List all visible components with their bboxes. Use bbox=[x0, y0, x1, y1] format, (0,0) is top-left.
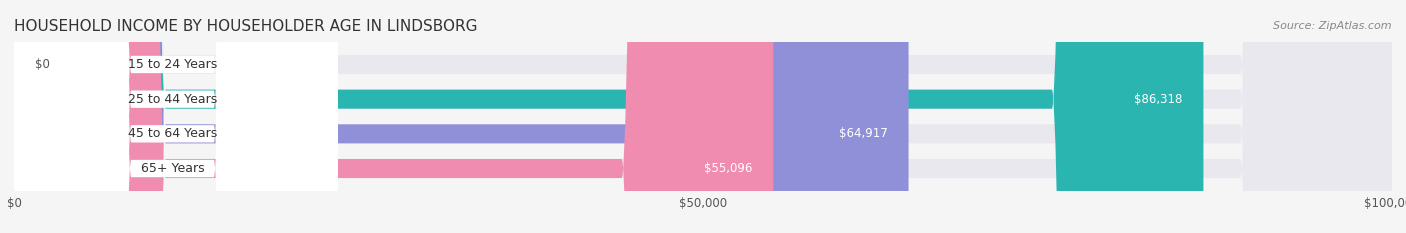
Text: Source: ZipAtlas.com: Source: ZipAtlas.com bbox=[1274, 21, 1392, 31]
FancyBboxPatch shape bbox=[14, 0, 1392, 233]
Text: $64,917: $64,917 bbox=[839, 127, 887, 140]
FancyBboxPatch shape bbox=[7, 0, 337, 233]
FancyBboxPatch shape bbox=[14, 0, 1204, 233]
FancyBboxPatch shape bbox=[14, 0, 908, 233]
Text: HOUSEHOLD INCOME BY HOUSEHOLDER AGE IN LINDSBORG: HOUSEHOLD INCOME BY HOUSEHOLDER AGE IN L… bbox=[14, 19, 478, 34]
Text: 45 to 64 Years: 45 to 64 Years bbox=[128, 127, 217, 140]
FancyBboxPatch shape bbox=[14, 0, 1392, 233]
FancyBboxPatch shape bbox=[7, 0, 337, 233]
FancyBboxPatch shape bbox=[14, 0, 1392, 233]
FancyBboxPatch shape bbox=[14, 0, 773, 233]
Text: 65+ Years: 65+ Years bbox=[141, 162, 204, 175]
FancyBboxPatch shape bbox=[7, 0, 337, 233]
FancyBboxPatch shape bbox=[7, 0, 337, 233]
Text: $0: $0 bbox=[35, 58, 49, 71]
FancyBboxPatch shape bbox=[14, 0, 1392, 233]
Text: 25 to 44 Years: 25 to 44 Years bbox=[128, 93, 217, 106]
Text: $55,096: $55,096 bbox=[704, 162, 752, 175]
Text: 15 to 24 Years: 15 to 24 Years bbox=[128, 58, 217, 71]
Text: $86,318: $86,318 bbox=[1135, 93, 1182, 106]
